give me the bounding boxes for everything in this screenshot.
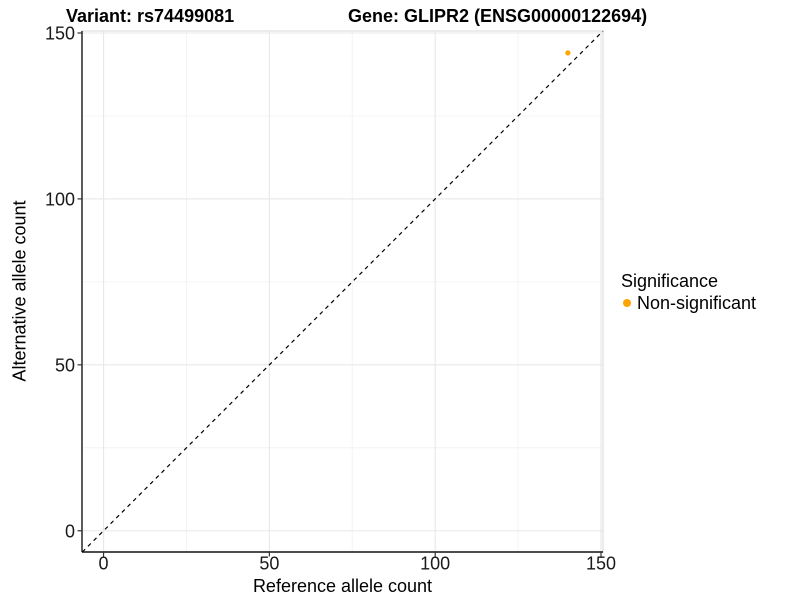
plot-title-variant: Variant: rs74499081 <box>66 6 235 26</box>
legend: Significance Non-significant <box>621 271 756 313</box>
data-point <box>565 50 571 56</box>
y-tick-label: 150 <box>45 23 75 43</box>
y-axis-title: Alternative allele count <box>9 200 30 382</box>
x-axis-title: Reference allele count <box>252 576 433 596</box>
legend-title: Significance <box>621 271 719 291</box>
legend-point-icon <box>623 299 631 307</box>
y-tick-label: 100 <box>45 189 75 209</box>
y-tick-label: 0 <box>65 521 75 541</box>
plot-title-gene: Gene: GLIPR2 (ENSG00000122694) <box>348 6 648 26</box>
legend-item-non-significant: Non-significant <box>621 293 756 313</box>
identity-dashed-line <box>81 30 604 553</box>
x-tick-label: 150 <box>586 554 616 574</box>
y-tick-label: 50 <box>55 355 75 375</box>
legend-item-label: Non-significant <box>637 293 757 313</box>
x-tick-label: 100 <box>420 554 450 574</box>
x-tick-label: 50 <box>259 554 279 574</box>
x-tick-label: 0 <box>99 554 109 574</box>
